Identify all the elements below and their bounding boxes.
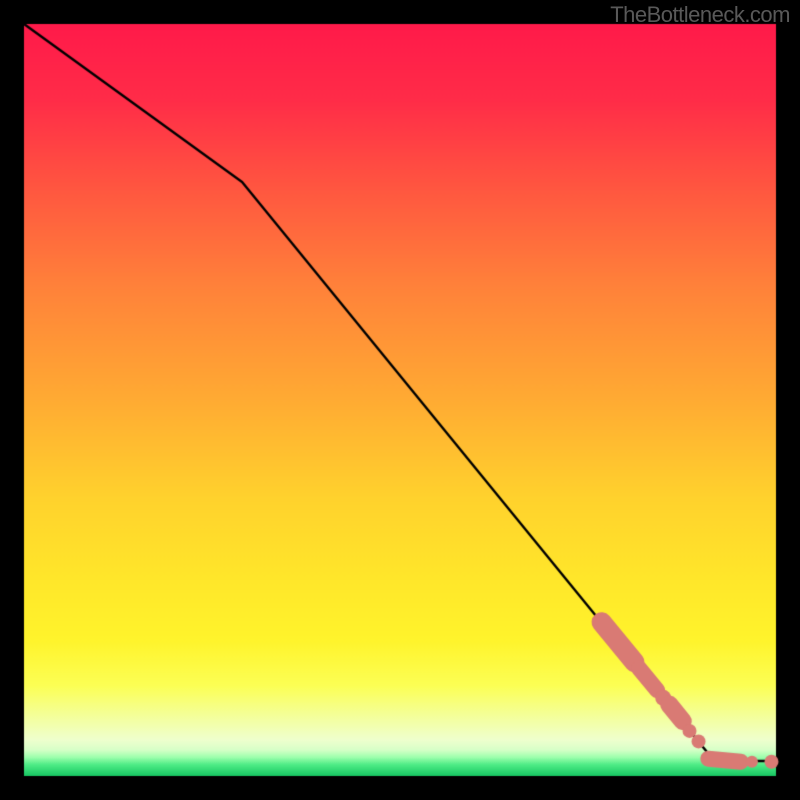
chart-container: TheBottleneck.com <box>0 0 800 800</box>
heat-line-chart <box>0 0 800 800</box>
watermark-text: TheBottleneck.com <box>610 2 790 28</box>
